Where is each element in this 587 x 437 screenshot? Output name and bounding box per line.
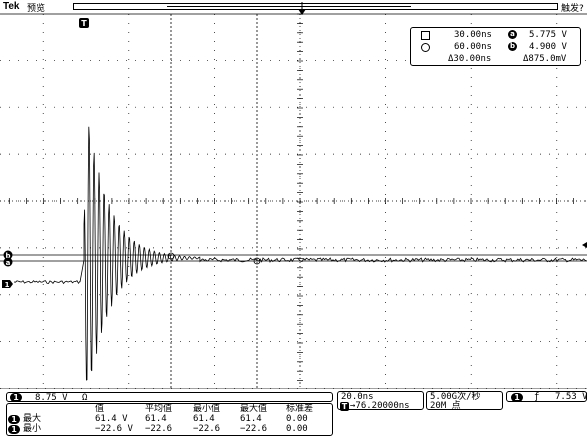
delta-time: Δ30.00ns: [448, 54, 492, 64]
cursor-readout-panel: 30.00ns a 5.775 V 60.00ns b 4.900 V Δ30.…: [410, 27, 581, 66]
horizontal-position: →76.20000ns: [350, 401, 410, 411]
top-status-bar: Tek 预览 触发?: [0, 0, 587, 15]
sample-rate: 5.00G次/秒: [430, 392, 481, 402]
meas-row1-stddev: 0.00: [286, 414, 308, 424]
ch1-waveform-trace: [13, 126, 587, 381]
record-length: 20M 点: [430, 401, 461, 411]
cursor-b-value: 4.900 V: [529, 42, 567, 52]
timebase-panel[interactable]: 20.0ns T →76.20000ns: [337, 391, 424, 411]
trigger-marker-label: T: [81, 19, 87, 28]
cursor-a-value: 5.775 V: [529, 30, 567, 40]
meas-header-stddev: 标准差: [286, 404, 314, 414]
meas-row2-stddev: 0.00: [286, 424, 308, 434]
meas-header-mean: 平均值: [145, 404, 173, 414]
meas-row2-max: −22.6: [240, 424, 268, 434]
cursor-a-handle: b: [3, 250, 13, 260]
meas-header-max: 最大值: [240, 404, 268, 414]
cursor-b-handle: a: [3, 257, 13, 267]
svg-text:b: b: [5, 252, 10, 260]
meas-row2-mean: −22.6: [145, 424, 173, 434]
meas-header-value: 值: [95, 404, 105, 414]
meas-row1-label: 最大: [23, 414, 42, 424]
meas-row1-min: 61.4: [193, 414, 215, 424]
coupling-ohm-icon: Ω: [82, 393, 88, 403]
trigger-position-marker: T: [79, 18, 89, 28]
trigger-position-icon: [298, 2, 306, 15]
trigger-level-arrow: [582, 242, 587, 248]
meas-header-min: 最小值: [193, 404, 221, 414]
cursor1-time: 30.00ns: [454, 30, 492, 40]
meas-row1-value: 61.4 V: [95, 414, 128, 424]
ch1-scale-panel[interactable]: 1 8.75 V Ω: [6, 392, 333, 403]
time-per-div: 20.0ns: [341, 392, 374, 402]
trigger-panel[interactable]: 1 ƒ 7.53 V: [506, 391, 587, 402]
meas-row1-badge: 1: [8, 415, 20, 424]
measurement-table: 值 平均值 最小值 最大值 标准差 1 最大 61.4 V 61.4 61.4 …: [6, 403, 333, 436]
trigger-source-badge: 1: [511, 393, 523, 402]
waveform-display[interactable]: T b a 1: [0, 13, 587, 389]
trigger-level: 7.53 V: [555, 392, 587, 402]
graticule: [0, 13, 587, 389]
delta-value: Δ875.0mV: [523, 54, 567, 64]
record-view-window[interactable]: [167, 6, 411, 7]
meas-row2-value: −22.6 V: [95, 424, 133, 434]
cursor-b-icon: b: [508, 42, 517, 51]
brand-logo: Tek: [3, 1, 20, 12]
svg-text:1: 1: [5, 281, 10, 289]
meas-row2-label: 最小: [23, 424, 42, 434]
cursor-a-icon: a: [508, 30, 517, 39]
meas-row2-min: −22.6: [193, 424, 221, 434]
trigger-t-icon: T: [340, 402, 349, 411]
cursor1-square-icon: [421, 31, 430, 40]
meas-row1-mean: 61.4: [145, 414, 167, 424]
svg-text:a: a: [6, 259, 11, 267]
cursor2-time: 60.00ns: [454, 42, 492, 52]
meas-row2-badge: 1: [8, 425, 20, 434]
cursor-intersection: [253, 257, 261, 265]
acquisition-mode-label: 预览: [27, 4, 46, 14]
acquisition-panel[interactable]: 5.00G次/秒 20M 点: [426, 391, 503, 411]
cursor-intersection: [167, 252, 175, 260]
ch1-volts-per-div: 8.75 V: [35, 393, 68, 403]
ch1-badge: 1: [10, 393, 22, 402]
rising-edge-icon: ƒ: [534, 392, 540, 402]
ch1-ground-marker: 1: [2, 280, 13, 289]
trigger-status-label: 触发?: [561, 4, 584, 14]
meas-row1-max: 61.4: [240, 414, 262, 424]
cursor2-circle-icon: [421, 43, 430, 52]
